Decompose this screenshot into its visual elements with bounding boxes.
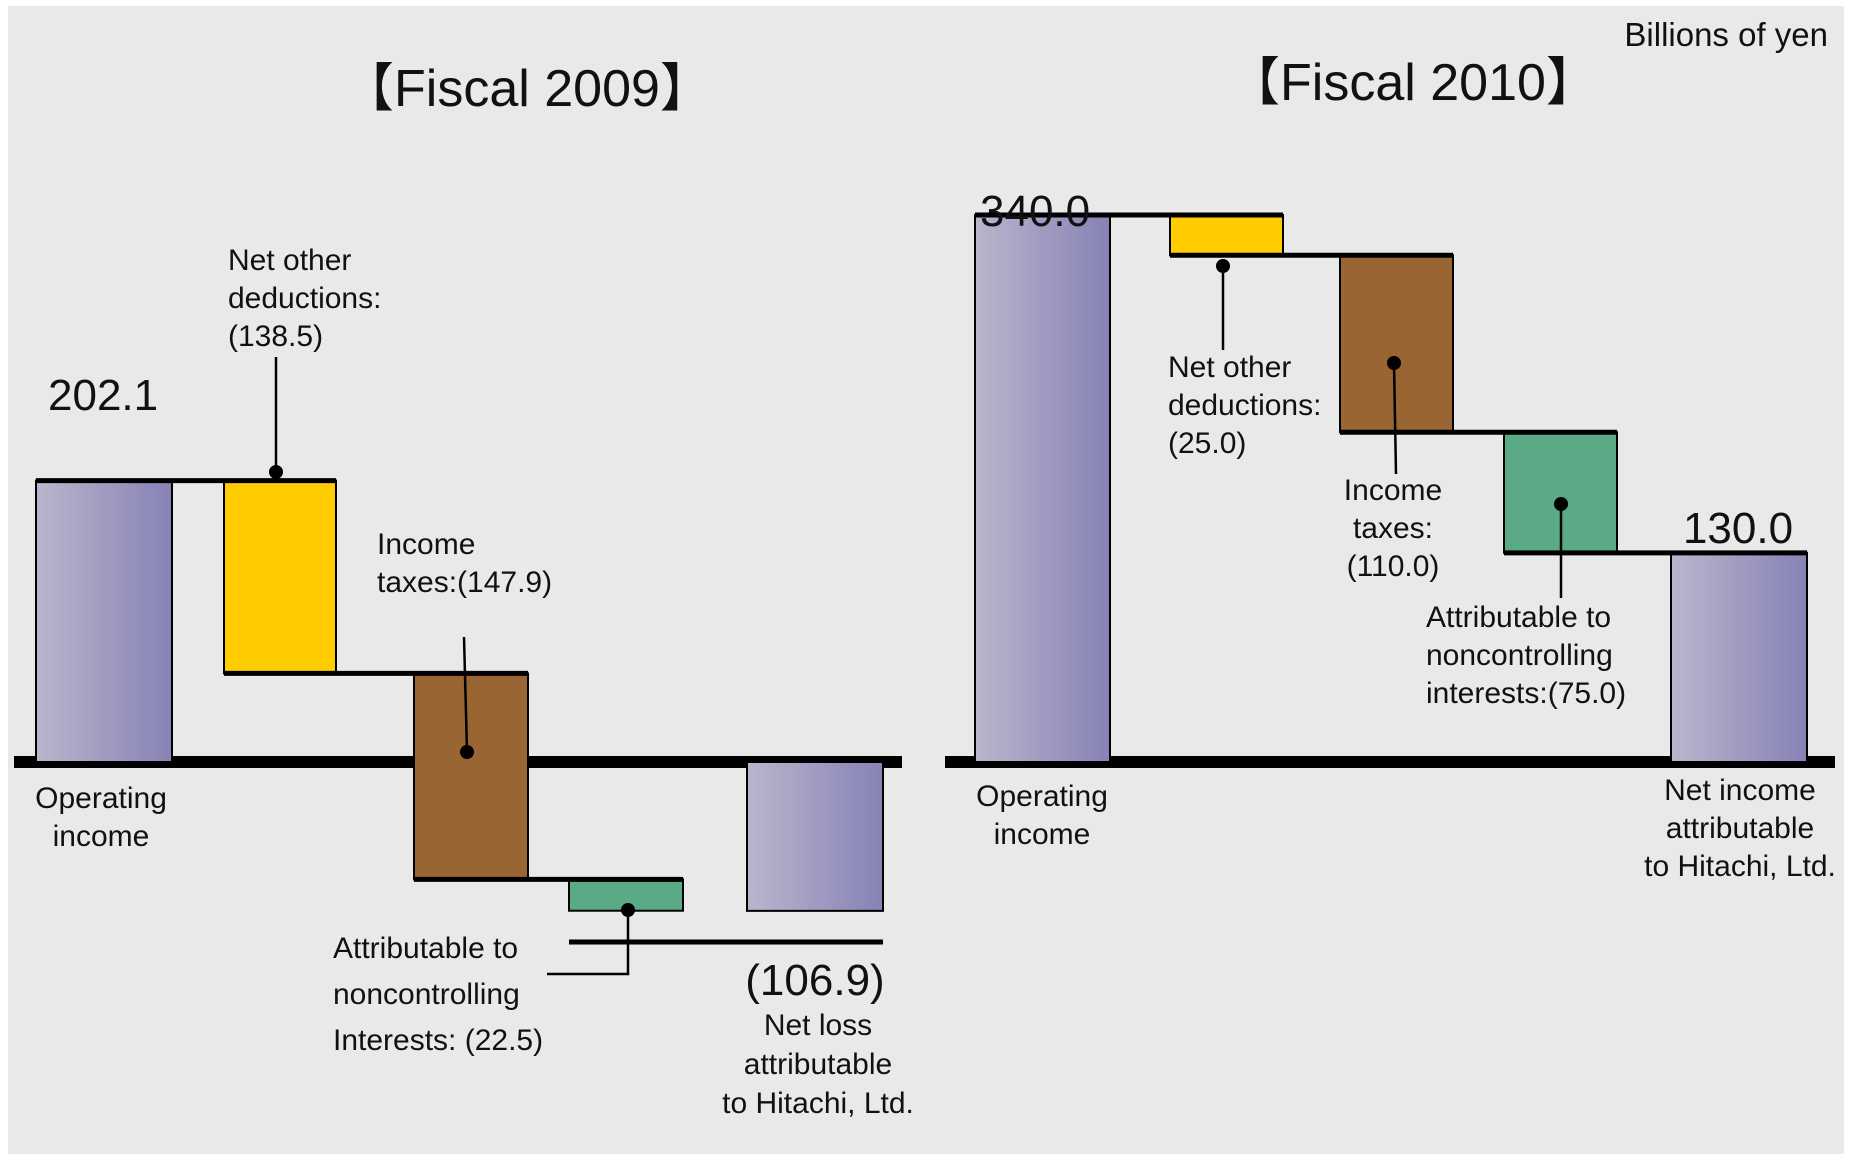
marker-income-taxes-2010 [1387,356,1401,370]
label-income-taxes-2009-line-2: taxes:(147.9) [377,566,552,599]
label-operating-income-2009-line-1: Operating [35,782,167,815]
bar-net-income-2010 [1670,551,1808,764]
label-noncontrolling-2009-line-2: noncontrolling [333,978,520,1011]
unit-label: Billions of yen [1624,16,1828,53]
bar-net-other-deductions-2009 [223,479,337,675]
label-net-other-deductions-2009-line-1: Net other [228,244,351,277]
bar-net-other-deductions-2010 [1169,214,1284,257]
marker-net-other-2010 [1216,259,1230,273]
label-noncontrolling-2009-line-1: Attributable to [333,932,518,965]
chart-title-fiscal-2010: 【Fiscal 2010】 [1228,54,1598,112]
bar-net-loss-2009 [746,761,884,912]
label-noncontrolling-2010-line-1: Attributable to [1426,601,1611,634]
label-net-income-2010-line-1: Net income [1664,774,1816,807]
label-net-other-deductions-2009-line-2: deductions: [228,282,381,315]
marker-net-other-2009 [269,465,283,479]
label-net-loss-2009-line-1: Net loss [764,1009,872,1042]
chart-title-fiscal-2009: 【Fiscal 2009】 [342,60,712,118]
bar-operating-income-2009 [35,479,173,763]
leader-income-taxes-2010 [1392,362,1398,475]
label-net-income-2010-line-3: to Hitachi, Ltd. [1644,850,1836,883]
bar-income-taxes-2010 [1339,254,1454,434]
label-net-loss-2009-line-3: to Hitachi, Ltd. [722,1087,914,1120]
value-label-operating-2010: 340.0 [980,187,1090,236]
label-income-taxes-2009-line-1: Income [377,528,475,561]
marker-noncontrolling-2010 [1554,497,1568,511]
label-income-taxes-2010-line-1: Income [1344,474,1442,507]
label-income-taxes-2010-line-3: (110.0) [1347,550,1440,583]
value-label-operating-2009: 202.1 [48,371,158,420]
label-noncontrolling-2010-line-3: interests:(75.0) [1426,677,1626,710]
label-noncontrolling-2009-line-3: Interests: (22.5) [333,1024,543,1057]
label-noncontrolling-2010-line-2: noncontrolling [1426,639,1613,672]
label-net-other-deductions-2010-line-2: deductions: [1168,389,1321,422]
label-net-loss-2009-line-2: attributable [744,1048,892,1081]
marker-income-taxes-2009 [460,745,474,759]
bar-income-taxes-2009 [413,672,529,881]
label-operating-income-2010-line-1: Operating [976,780,1108,813]
leader-noncontrolling-2009 [547,910,630,976]
label-net-income-2010-line-2: attributable [1666,812,1814,845]
label-net-other-deductions-2010-line-1: Net other [1168,351,1291,384]
label-net-other-deductions-2010-line-3: (25.0) [1168,427,1246,460]
label-operating-income-2010-line-2: income [994,818,1091,851]
leader-income-taxes-2009 [462,636,469,753]
value-label-net-income-2010: 130.0 [1683,504,1793,553]
bar-operating-income-2010 [974,214,1111,763]
label-operating-income-2009-line-2: income [53,820,150,853]
label-income-taxes-2010-line-2: taxes: [1353,512,1433,545]
label-net-other-deductions-2009-line-3: (138.5) [228,320,323,353]
marker-noncontrolling-2009 [621,903,635,917]
value-label-net-loss-2009: (106.9) [745,956,884,1005]
